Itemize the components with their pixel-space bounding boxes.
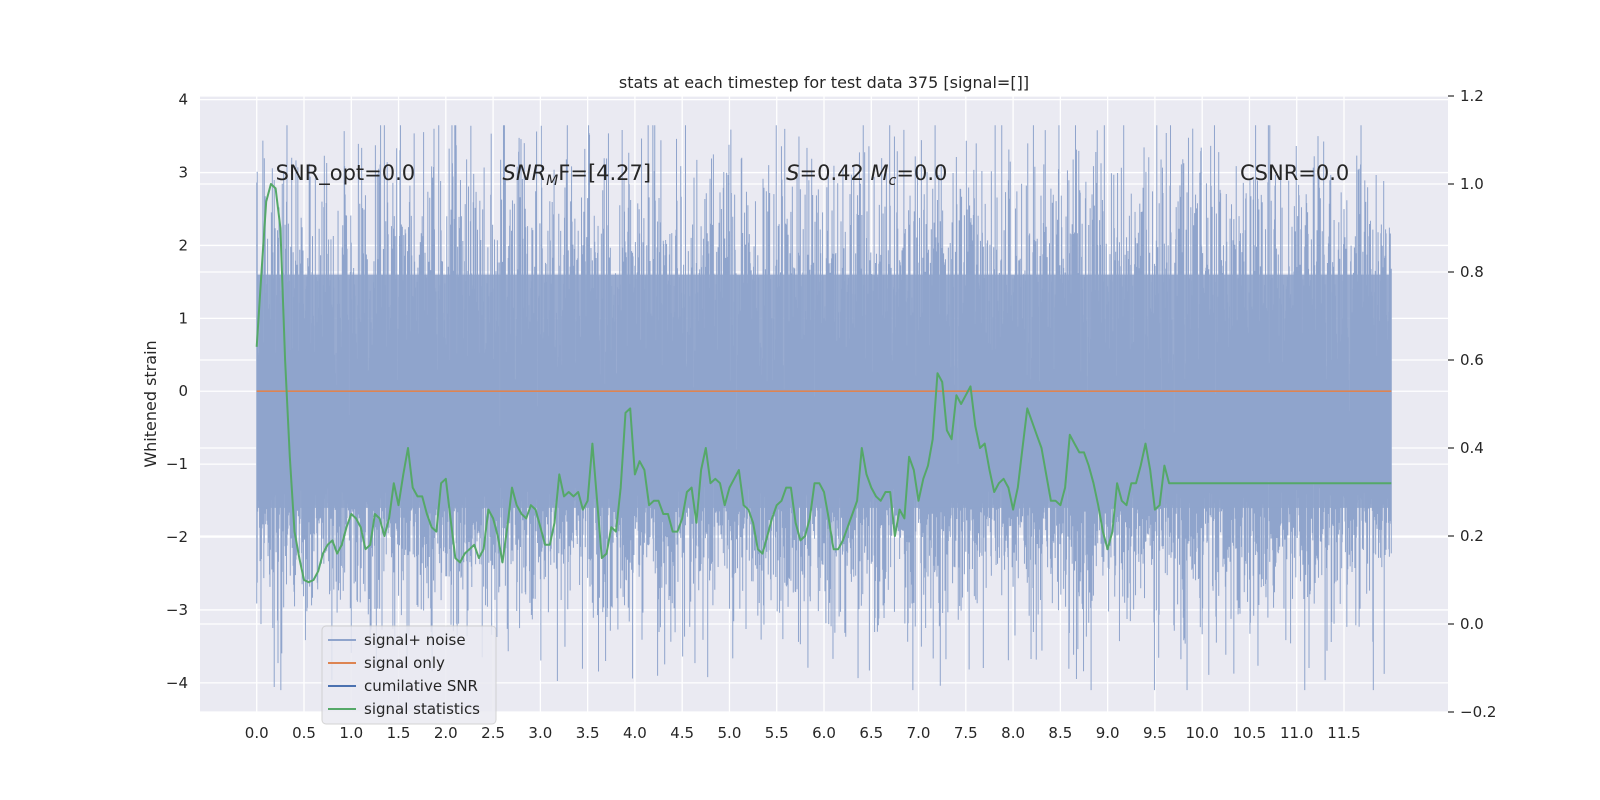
y2-tick-label: 0.6 <box>1460 351 1484 369</box>
x-tick-label: 10.5 <box>1233 724 1266 742</box>
y2-tick-label: 1.2 <box>1460 87 1484 105</box>
x-tick-label: 8.5 <box>1048 724 1072 742</box>
x-tick-label: 3.5 <box>576 724 600 742</box>
x-tick-label: 7.5 <box>954 724 978 742</box>
legend-label: signal+ noise <box>364 631 466 649</box>
x-tick-label: 2.5 <box>481 724 505 742</box>
y-tick-label: 2 <box>178 236 188 254</box>
y-axis-ticks: 4 3 2 1 0 −1 −2 −3 −4 <box>166 91 188 692</box>
signal-statistics-line <box>255 183 1392 584</box>
x-tick-label: 0.0 <box>245 724 269 742</box>
annotation-s-mc: S=0.42 Mc=0.0 <box>786 161 947 189</box>
x-tick-label: 11.0 <box>1280 724 1313 742</box>
x-tick-label: 10.0 <box>1185 724 1218 742</box>
x-axis-ticks: 0.0 0.5 1.0 1.5 2.0 2.5 3.0 3.5 4.0 4.5 5.0 5.5 6.0 6… <box>245 724 1361 742</box>
y2-tick-label: 0.8 <box>1460 263 1484 281</box>
legend: signal+ noise signal only cumilative SNR si… <box>321 625 497 725</box>
x-tick-label: 2.0 <box>434 724 458 742</box>
series-lines <box>255 183 1392 584</box>
annotation-snr-mf: SNRMF=[4.27] <box>503 161 652 189</box>
x-tick-label: 8.0 <box>1001 724 1025 742</box>
legend-label: signal statistics <box>364 700 480 718</box>
chart-title: stats at each timestep for test data 375… <box>619 73 1029 92</box>
x-tick-label: 9.0 <box>1096 724 1120 742</box>
y-tick-label: 3 <box>178 164 188 182</box>
x-tick-label: 7.0 <box>907 724 931 742</box>
y-axis-label: Whitened strain <box>141 340 160 467</box>
x-tick-label: 3.0 <box>528 724 552 742</box>
y-tick-label: −2 <box>166 528 188 546</box>
y-tick-label: −4 <box>166 674 188 692</box>
legend-label: cumilative SNR <box>364 677 478 695</box>
y-tick-label: 4 <box>178 91 188 109</box>
y2-tick-label: 1.0 <box>1460 175 1484 193</box>
x-tick-label: 4.5 <box>670 724 694 742</box>
y2-axis-ticks: 1.2 1.0 0.8 0.6 0.4 0.2 0.0 −0.2 <box>1448 87 1496 721</box>
x-tick-label: 9.5 <box>1143 724 1167 742</box>
x-tick-label: 11.5 <box>1327 724 1360 742</box>
x-tick-label: 5.0 <box>718 724 742 742</box>
annotation-snr-opt: SNR_opt=0.0 <box>276 161 416 186</box>
y-tick-label: −3 <box>166 601 188 619</box>
y2-tick-label: 0.4 <box>1460 439 1484 457</box>
legend-box <box>321 625 497 725</box>
annotation-csnr: CSNR=0.0 <box>1240 161 1349 185</box>
x-tick-label: 0.5 <box>292 724 316 742</box>
legend-label: signal only <box>364 654 445 672</box>
x-tick-label: 1.0 <box>339 724 363 742</box>
y-tick-label: −1 <box>166 455 188 473</box>
y2-tick-label: 0.2 <box>1460 527 1484 545</box>
x-tick-label: 4.0 <box>623 724 647 742</box>
x-tick-label: 5.5 <box>765 724 789 742</box>
y2-tick-label: 0.0 <box>1460 615 1484 633</box>
x-tick-label: 6.5 <box>859 724 883 742</box>
y-tick-label: 1 <box>178 309 188 327</box>
y2-tick-label: −0.2 <box>1460 703 1496 721</box>
x-tick-label: 1.5 <box>387 724 411 742</box>
annotations: SNR_opt=0.0 SNRMF=[4.27] S=0.42 Mc=0.0 CSNR… <box>276 161 1350 189</box>
x-tick-label: 6.0 <box>812 724 836 742</box>
y-tick-label: 0 <box>178 382 188 400</box>
